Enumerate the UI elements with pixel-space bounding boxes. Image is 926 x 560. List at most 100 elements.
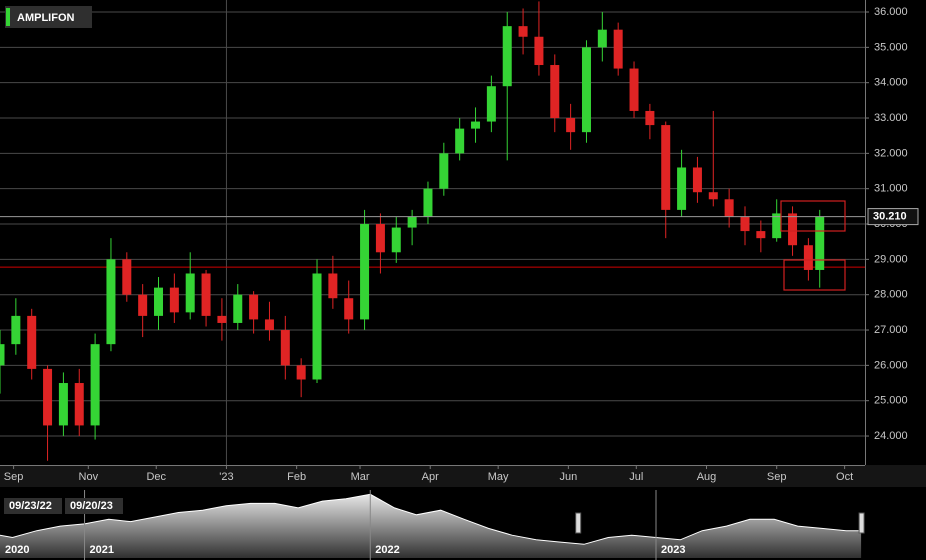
range-date-box (4, 498, 62, 514)
chart-title: AMPLIFON (17, 12, 74, 24)
y-tick-label: 26.000 (874, 359, 908, 371)
candle-body (423, 188, 433, 217)
candle-body (106, 259, 116, 345)
candle-body (391, 227, 401, 253)
last-price-box (867, 208, 919, 226)
candle-body (486, 86, 496, 122)
x-tick-label: Feb (287, 471, 306, 483)
candle-body (58, 383, 68, 426)
title-marker (6, 8, 10, 26)
range-handle (575, 512, 582, 534)
candle-body (581, 47, 591, 133)
candle-body (661, 125, 671, 210)
last-price-label: 30.210 (873, 211, 907, 223)
x-tick-label: Jun (559, 471, 577, 483)
y-tick-label: 25.000 (874, 395, 908, 407)
candle-body (645, 110, 655, 126)
x-tick-label: Oct (836, 471, 853, 483)
x-tick-label: Sep (4, 471, 24, 483)
y-tick-label: 24.000 (874, 430, 908, 442)
x-tick-label: Nov (79, 471, 99, 483)
range-date-label: 09/23/22 (9, 500, 52, 512)
candle-body (375, 224, 385, 253)
y-tick-label: 35.000 (874, 41, 908, 53)
range-handle (858, 512, 865, 534)
x-tick-label: Jul (629, 471, 643, 483)
candle-body (407, 216, 417, 228)
candle-body (803, 245, 813, 270)
candle-body (264, 319, 274, 331)
candle-body (550, 65, 560, 119)
range-date-box (65, 498, 123, 514)
candle-body (280, 330, 290, 366)
navigator-year-label: 2020 (5, 544, 29, 556)
candle-body (740, 216, 750, 232)
range-date-label: 09/20/23 (70, 500, 113, 512)
candle-body (43, 368, 53, 426)
title-box (5, 6, 92, 28)
x-tick-label: '23 (219, 471, 233, 483)
navigator-year-label: 2022 (375, 544, 399, 556)
candle-body (772, 213, 782, 239)
navigator-year-label: 2023 (661, 544, 685, 556)
candle-body (90, 344, 100, 426)
navigator-line (0, 493, 862, 545)
candle-body (27, 315, 37, 369)
x-tick-label: May (488, 471, 509, 483)
x-tick-label: Dec (146, 471, 166, 483)
navigator-year-label: 2021 (90, 544, 114, 556)
candle-body (360, 224, 370, 320)
candle-body (518, 26, 528, 37)
candle-body (629, 68, 639, 111)
navigator: 2020 2021 2022 2023 09/23/22 09/20/23 (0, 490, 865, 560)
candle-body (0, 344, 5, 366)
candle-body (613, 29, 623, 69)
candle-body (11, 315, 21, 345)
plot-area (0, 0, 865, 465)
candle-body (122, 259, 132, 295)
x-tick-label: Sep (767, 471, 787, 483)
candle-body (692, 167, 702, 193)
candle-body (724, 199, 734, 217)
y-tick-label: 29.000 (874, 253, 908, 265)
candle-body (344, 298, 354, 320)
y-tick-label: 36.000 (874, 6, 908, 18)
candle-body (296, 365, 306, 380)
y-tick-label: 31.000 (874, 183, 908, 195)
candle-body (566, 118, 576, 133)
candle-body (708, 192, 718, 200)
candle-body (471, 121, 481, 129)
y-tick-label: 27.000 (874, 324, 908, 336)
y-tick-label: 28.000 (874, 289, 908, 301)
candle-body (74, 383, 84, 426)
x-axis-strip (0, 465, 926, 487)
candle-body (233, 294, 243, 323)
candle-body (169, 287, 179, 313)
candle-body (534, 36, 544, 66)
navigator-area (0, 494, 862, 558)
candle-body (201, 273, 211, 316)
candle-body (502, 26, 512, 87)
candle-body (185, 273, 195, 313)
candle-body (328, 273, 338, 299)
candle-body (597, 29, 607, 48)
y-tick-label: 32.000 (874, 147, 908, 159)
y-tick-label: 34.000 (874, 77, 908, 89)
candle-body (138, 294, 148, 316)
y-tick-label: 33.000 (874, 112, 908, 124)
candle-body (154, 287, 164, 316)
candle-body (788, 213, 798, 246)
candle-body (756, 231, 766, 239)
x-tick-label: Aug (697, 471, 717, 483)
highlight-box (780, 200, 846, 232)
candle-body (677, 167, 687, 210)
candle-body (815, 216, 825, 270)
candle-body (249, 294, 259, 320)
x-tick-label: Mar (351, 471, 370, 483)
candle-body (312, 273, 322, 380)
candle-body (217, 315, 227, 323)
candle-body (455, 128, 465, 154)
x-tick-label: Apr (422, 471, 439, 483)
highlight-box (783, 259, 846, 291)
